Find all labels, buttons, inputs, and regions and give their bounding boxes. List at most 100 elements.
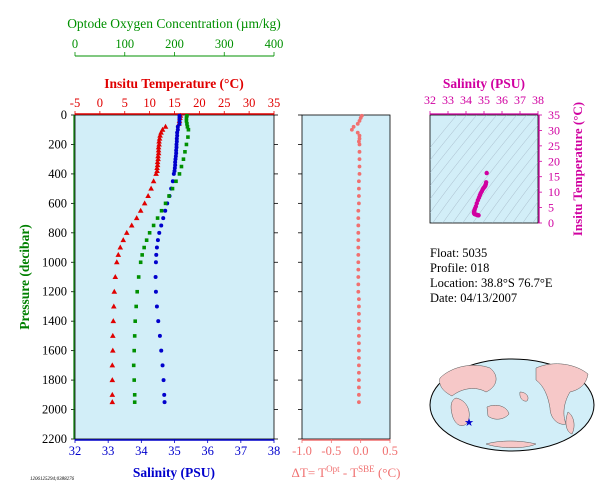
oxygen-point <box>179 164 184 169</box>
delta-point <box>357 334 361 338</box>
salinity-point <box>156 319 161 324</box>
temperature-point <box>111 288 118 294</box>
oxygen-point <box>140 253 144 257</box>
temperature-point <box>117 244 124 250</box>
ts-density-contour <box>522 201 538 223</box>
delta-point <box>356 238 361 243</box>
temperature-point <box>156 141 162 147</box>
pressure-tick-label: 0 <box>61 108 67 122</box>
delta-axis-label: ΔT= TOpt - TSBE (°C) <box>292 464 401 480</box>
delta-point <box>357 378 361 382</box>
location-map: ★ <box>429 358 595 452</box>
temperature-point <box>115 251 122 257</box>
delta-point <box>357 149 362 154</box>
oxygen-point <box>185 124 190 129</box>
oxygen-point <box>186 135 190 139</box>
delta-series-layer <box>349 113 364 405</box>
oxygen-point <box>155 216 160 220</box>
temperature-point <box>112 274 119 279</box>
salinity-point <box>157 333 162 338</box>
oxygen-point <box>184 119 189 123</box>
ts-point <box>476 213 481 218</box>
temperature-axis-label: Insitu Temperature (°C) <box>104 76 243 91</box>
delta-point <box>356 282 361 287</box>
oxygen-axis-label: Optode Oxygen Concentration (µm/kg) <box>67 16 281 31</box>
temperature-point <box>150 178 157 184</box>
temperature-axis: Insitu Temperature (°C) -5 0 5 10 15 20 25 30 35 <box>70 76 280 115</box>
delta-point <box>357 118 362 123</box>
temperature-point <box>110 318 117 324</box>
salinity-axis-label: Salinity (PSU) <box>133 465 215 480</box>
pressure-tick-label: 400 <box>48 167 67 181</box>
delta-tick-label: 0.5 <box>382 444 398 458</box>
ts-title: Salinity (PSU) <box>443 76 525 91</box>
float-location-marker: ★ <box>464 417 474 429</box>
salinity-point <box>174 136 179 141</box>
salinity-point <box>174 145 179 150</box>
temperature-point <box>113 259 120 265</box>
oxygen-point <box>185 122 189 126</box>
oxygen-point <box>159 208 164 213</box>
salinity-point <box>154 252 159 257</box>
oxygen-point <box>167 194 171 198</box>
salinity-point <box>153 260 158 265</box>
delta-point <box>357 194 361 198</box>
ts-ytick-label: 25 <box>548 139 560 153</box>
ts-density-contour <box>430 115 487 187</box>
pressure-tick-label: 1600 <box>42 344 67 358</box>
ts-density-contour <box>462 125 538 223</box>
oxygen-point <box>184 116 189 120</box>
temperature-point <box>137 207 144 213</box>
delta-point <box>356 253 361 257</box>
salinity-tick-label: 34 <box>135 444 148 458</box>
ts-xtick-label: 38 <box>532 93 544 107</box>
pressure-axis: 0 200 400 600 800 1000 1200 1400 1600 1800 2000 220… <box>42 108 302 446</box>
delta-point <box>357 133 362 138</box>
salinity-point <box>174 151 179 156</box>
float-info: Float: 5035 Profile: 018 Location: 38.8°… <box>430 246 553 306</box>
ts-ytick-label: 15 <box>548 170 560 184</box>
delta-tick-label: 0.0 <box>353 444 369 458</box>
ts-density-contour <box>430 115 497 200</box>
temperature-point <box>109 399 116 405</box>
temperature-point <box>154 159 161 165</box>
temperature-point <box>156 135 163 141</box>
pressure-tick-label: 1000 <box>42 255 67 269</box>
delta-panel: -1.0 -0.5 0.0 0.5 ΔT= TOpt - TSBE (°C) <box>292 113 401 480</box>
ts-density-contour <box>452 115 537 223</box>
oxygen-point <box>186 127 191 132</box>
salinity-tick-label: 32 <box>69 444 82 458</box>
oxygen-tick-label: 100 <box>115 37 134 51</box>
salinity-point <box>174 139 179 144</box>
delta-point <box>357 142 362 147</box>
salinity-point <box>161 378 166 383</box>
oxygen-point <box>147 231 152 235</box>
ts-xtick-label: 34 <box>460 93 472 107</box>
delta-tick-label: -1.0 <box>292 444 312 458</box>
salinity-point <box>173 157 178 162</box>
delta-point <box>356 216 361 220</box>
salinity-point <box>175 124 180 129</box>
oxygen-point <box>184 142 189 147</box>
temperature-point <box>109 377 116 383</box>
ts-density-contour <box>482 149 538 223</box>
temperature-point <box>141 200 148 206</box>
delta-point <box>357 172 362 176</box>
oxygen-point <box>142 245 146 250</box>
temperature-point <box>154 165 160 171</box>
delta-point <box>357 304 361 309</box>
ts-density-contour <box>532 215 538 223</box>
temperature-point <box>145 193 151 198</box>
temperature-point <box>155 144 162 150</box>
oxygen-point <box>135 289 139 294</box>
delta-point <box>357 164 362 169</box>
ts-xtick-label: 36 <box>496 93 508 107</box>
delta-point <box>356 267 361 272</box>
oxygen-point <box>136 275 141 279</box>
temperature-tick-label: 5 <box>122 96 128 110</box>
delta-point <box>356 289 361 294</box>
ts-density-contour <box>492 162 538 223</box>
temperature-point <box>109 391 116 397</box>
salinity-point <box>173 160 178 165</box>
